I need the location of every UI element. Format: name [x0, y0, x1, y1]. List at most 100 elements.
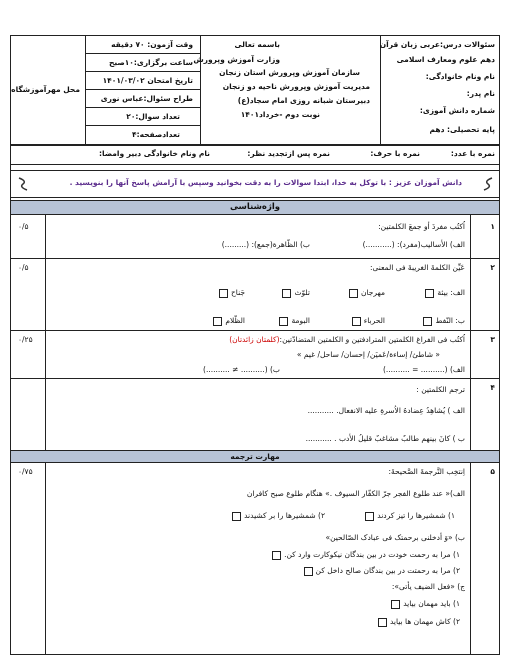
- checkbox[interactable]: [232, 511, 242, 521]
- question-line: الف) (.......... = ..........): [382, 365, 465, 374]
- option: مهرجان: [360, 288, 385, 297]
- checkbox[interactable]: [377, 617, 387, 627]
- option: ۱) مرا به رحمت خودت در بین بندگان نیکوکا…: [284, 550, 460, 559]
- question-line: ب ) کانَ بینهم طالبٌ مشاغبٌ قلیلُ الأدب …: [305, 434, 465, 443]
- divider: [45, 215, 46, 450]
- question-line: الف ) یُشاهِدُ عِضادهُ الاُسرةِ علیه الا…: [307, 406, 465, 415]
- org: سازمان آموزش وپرورش استان زنجان: [219, 68, 360, 77]
- option: ۲) شمشیرها را بر کشیدند: [244, 511, 325, 520]
- divider: [470, 462, 471, 655]
- checkbox[interactable]: [282, 288, 292, 298]
- grade-revised: نمره پس ازتجدید نظر:: [247, 149, 330, 158]
- teacher-sign: نام ونام خانوادگی دبیر وامضا:: [99, 149, 210, 158]
- divider: [470, 215, 471, 450]
- divider: [85, 35, 86, 145]
- grade-letters: نمره با حرف:: [370, 149, 420, 158]
- question-number: ۴: [490, 383, 495, 392]
- divider: [10, 258, 500, 259]
- question-score: ۰/۵: [18, 263, 29, 272]
- ornament: [18, 177, 28, 191]
- checkbox[interactable]: [272, 550, 282, 560]
- option: البومة: [291, 316, 310, 325]
- checkbox[interactable]: [425, 288, 435, 298]
- section-title: واژه‌شناسی: [10, 200, 500, 215]
- option: ۲) مرا به رحمتت در بین بندگان صالح داخل …: [315, 566, 460, 575]
- name-field: نام ونام خانوادگی:: [425, 72, 495, 81]
- question-line: الف) الأسالیب(مفرد): (...........): [362, 240, 465, 249]
- course: سئوالات درس:عربی زبان قرآن: [379, 40, 495, 49]
- divider: [10, 330, 500, 331]
- question-number: ۵: [490, 467, 495, 476]
- designer: طراح سئوال:عباس نوری: [100, 94, 193, 103]
- option: الحرباء: [363, 316, 385, 325]
- instruction-box: [10, 170, 500, 198]
- checkbox[interactable]: [348, 288, 358, 298]
- question-score: ۰/۵: [18, 222, 29, 231]
- checkbox[interactable]: [423, 316, 433, 326]
- word-list: « شاطئ/ إساءة/عَمیَن/ إحسان/ ساحل/ غیم »: [296, 350, 440, 359]
- grade: دهم علوم ومعارف اسلامی: [396, 55, 495, 64]
- option: تلوّث: [294, 288, 310, 297]
- district: مدیریت آموزش وپرورش ناحیه دو زنجان: [222, 82, 370, 91]
- ministry: وزارت آموزش وپرورش: [193, 55, 280, 64]
- grade-row: [10, 145, 500, 165]
- divider: [85, 53, 200, 54]
- option: ۱) شمشیرها را تیز کردند: [377, 511, 455, 520]
- divider: [85, 125, 200, 126]
- question-line: ب) (.......... ≠ ..........): [203, 365, 280, 374]
- question-line: ج) «فعل الضیف یأتی»:: [391, 582, 465, 591]
- divider: [85, 71, 200, 72]
- grade-number: نمره با عدد:: [450, 149, 495, 158]
- level-field: پایه تحصیلی: دهم: [429, 125, 495, 134]
- duration: وقت آزمون: ۷۰ دقیقه: [111, 40, 193, 49]
- time: ساعت برگزاری:۱۰صبح: [108, 58, 193, 67]
- option: ۲) کاش مهمان ها بیاید: [389, 617, 460, 626]
- question-prompt: اُکتُب مفردَ أو جمعَ الکلمتین:: [378, 222, 465, 231]
- student-no-field: شماره دانش آموزی:: [419, 106, 495, 115]
- ornament: [483, 177, 493, 191]
- checkbox[interactable]: [365, 511, 375, 521]
- divider: [85, 89, 200, 90]
- divider: [10, 378, 500, 379]
- divider: [380, 35, 381, 145]
- checkbox[interactable]: [351, 316, 361, 326]
- option: الظّلام: [225, 316, 245, 325]
- question-prompt: اِنتخِب التَّرجمةَ الصَّحیحةَ:: [388, 467, 465, 476]
- question-number: ۱: [490, 222, 495, 231]
- divider: [45, 462, 46, 655]
- question-count: تعداد سوال:۲۰: [126, 112, 180, 121]
- option: ۱) باید مهمان بیاید: [403, 599, 460, 608]
- term: نوبت دوم -خرداد۱۴۰۱: [240, 110, 320, 119]
- checkbox[interactable]: [218, 288, 228, 298]
- checkbox[interactable]: [303, 566, 313, 576]
- question-prompt: ترجم الکلمتین :: [416, 385, 465, 394]
- question-number: ۳: [490, 335, 495, 344]
- question-line: الف)« عند طلوع الفجر جرّ الکفّار السیوف …: [246, 489, 465, 498]
- instruction: دانش آموزان عزیز : با توکل به خدا، ابتدا…: [69, 178, 462, 187]
- question-number: ۲: [490, 263, 495, 272]
- header-box: [10, 35, 500, 145]
- option: الف: بیئة: [437, 288, 465, 297]
- bismillah: باسمه تعالی: [234, 40, 280, 49]
- divider: [200, 35, 201, 145]
- option: ب: النّفط: [435, 316, 465, 325]
- divider: [85, 107, 200, 108]
- option: جَناح: [230, 288, 245, 297]
- father-field: نام پدر:: [466, 89, 495, 98]
- question-score: ۰/۷۵: [18, 467, 33, 476]
- date: تاریخ امتحان ۱۴۰۱/۰۳/۰۲: [102, 76, 193, 85]
- stamp: محل مهرآموزشگاه: [11, 85, 80, 94]
- question-line: ب) الظّاهرة(جمع): (.........): [221, 240, 310, 249]
- question-prompt: اُکتُب فی الفراغ الکلمتین المترادفتین و …: [279, 335, 465, 344]
- question-score: ۰/۲۵: [18, 335, 33, 344]
- checkbox[interactable]: [391, 599, 401, 609]
- question-prompt: عَیِّن الکلمةَ الغریبةَ فی المعنی:: [369, 263, 465, 272]
- checkbox[interactable]: [279, 316, 289, 326]
- question-note: (کلمتان زائدتان): [229, 335, 280, 344]
- checkbox[interactable]: [213, 316, 223, 326]
- school: دبیرستان شبانه روزی امام سجاد(ع): [237, 96, 370, 105]
- question-line: ب) «وَ أدخلنی برحمتک فی عبادک الصّالحین»: [325, 533, 466, 542]
- page-count: تعدادصفحه:۴: [132, 130, 180, 139]
- section-title: مهارت ترجمه: [10, 450, 500, 463]
